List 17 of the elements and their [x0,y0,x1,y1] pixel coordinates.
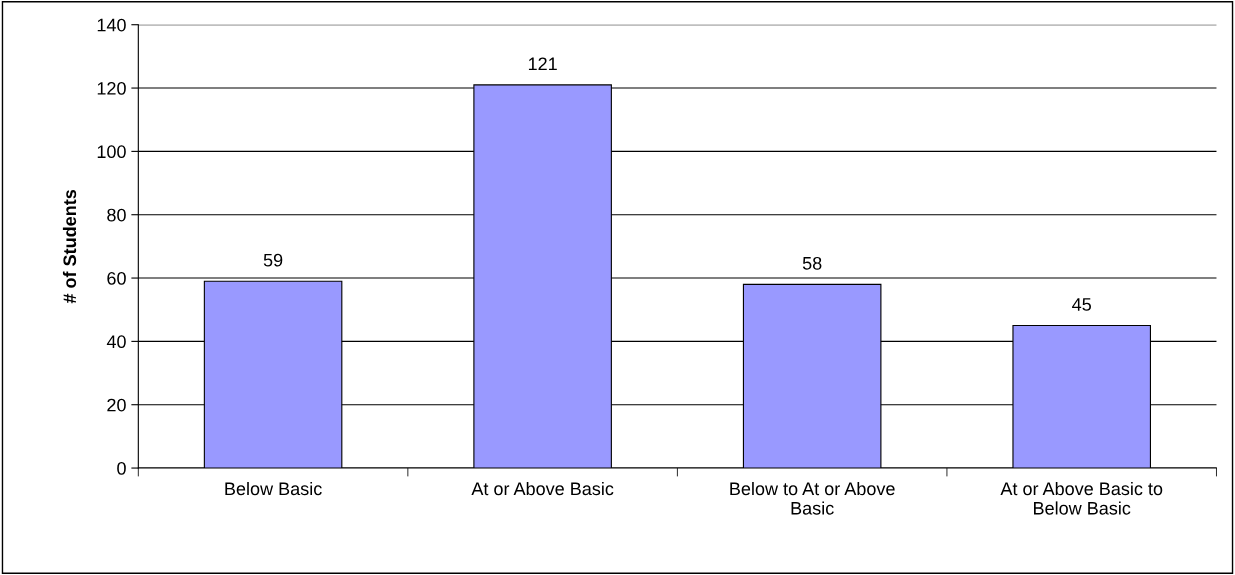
y-tick-label: 60 [107,271,126,285]
y-tick-label: 120 [97,81,126,95]
y-tick-label: 80 [107,208,126,222]
y-tick-label: 40 [106,335,126,349]
x-tick-label: Below to At or Above Basic [730,481,895,515]
data-label: 121 [528,57,557,71]
x-tick-label: Below Basic [225,481,322,496]
data-label: 58 [802,256,822,270]
y-axis-title: # of Students [62,189,77,304]
y-tick-label: 140 [97,18,126,32]
data-label: 59 [263,253,283,267]
x-tick-label: At or Above Basic [471,481,614,496]
y-tick-label: 0 [117,461,126,475]
y-tick-label: 100 [97,145,126,159]
y-tick-label: 20 [107,398,126,412]
x-tick-label: At or Above Basic to Below Basic [1000,481,1163,515]
data-label: 45 [1072,298,1091,311]
